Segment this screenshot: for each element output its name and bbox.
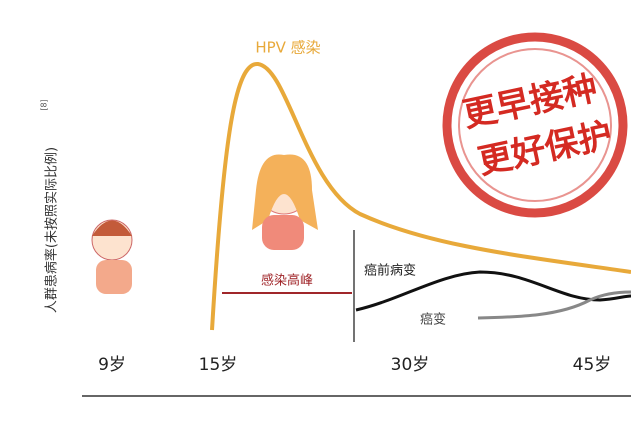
precancer-curve — [355, 270, 631, 312]
infection-curve — [210, 62, 631, 331]
stamp: 更早接种 更好保护 — [442, 32, 628, 218]
x-tick-label: 30岁 — [391, 355, 430, 375]
curve-label: 感染高峰 — [261, 273, 313, 289]
y-axis-label: 人群患病率(未按照实际比例) — [44, 147, 60, 313]
curve-label: 癌前病变 — [364, 263, 416, 279]
girl-large — [252, 154, 318, 250]
y-axis-note: [8] — [40, 99, 49, 110]
x-tick-label: 15岁 — [199, 355, 238, 375]
curve-label: HPV 感染 — [255, 39, 320, 57]
cancer-curve — [477, 290, 631, 320]
x-tick-label: 45岁 — [573, 355, 612, 375]
curve-label: 癌变 — [420, 312, 446, 328]
stamp-ring-inner — [458, 48, 612, 202]
x-tick-label: 9岁 — [98, 355, 126, 375]
stamp-ring — [442, 32, 628, 218]
girl-small — [91, 219, 133, 294]
